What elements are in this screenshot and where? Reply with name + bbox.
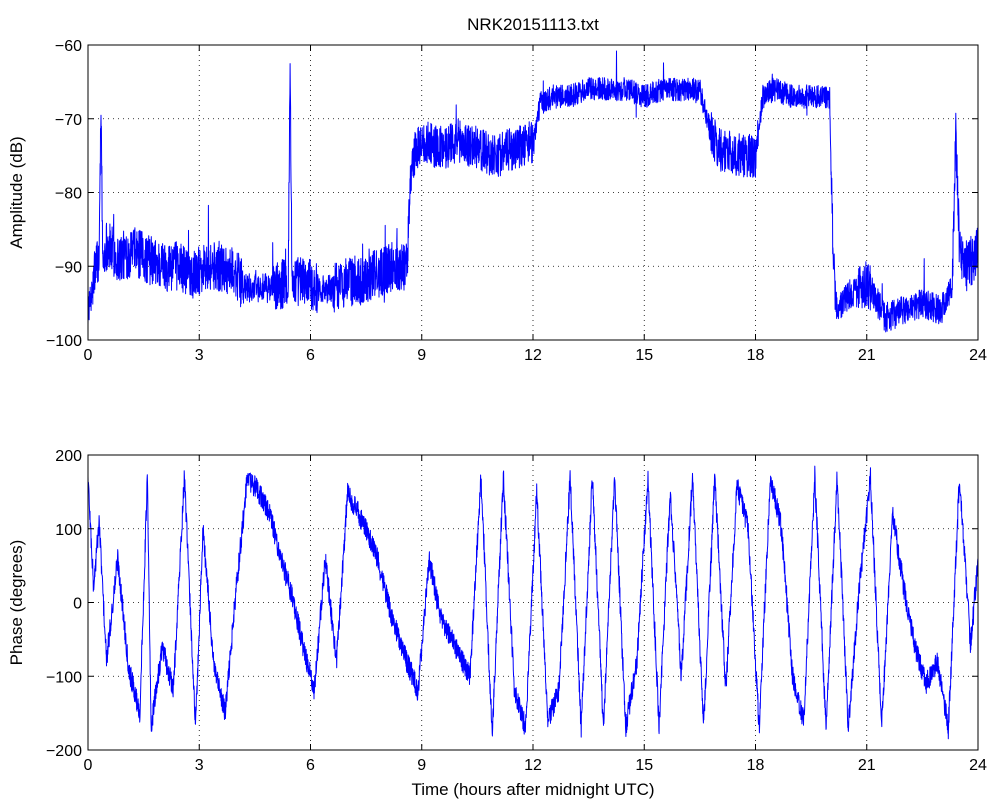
phase-xtick-label: 0 <box>84 757 93 774</box>
amplitude-xtick-label: 12 <box>524 347 542 364</box>
amplitude-data-line <box>87 50 979 333</box>
amplitude-xtick-label: 6 <box>306 347 315 364</box>
amplitude-ytick-label: −70 <box>55 112 82 129</box>
phase-ytick-label: 0 <box>73 596 82 613</box>
amplitude-ytick-label: −60 <box>55 38 82 55</box>
phase-ytick-label: −200 <box>46 743 82 760</box>
phase-ylabel: Phase (degrees) <box>7 540 26 666</box>
phase-ytick-label: 100 <box>55 522 82 539</box>
phase-ytick-label: 200 <box>55 448 82 465</box>
amplitude-xtick-label: 9 <box>417 347 426 364</box>
phase-xtick-label: 15 <box>635 757 653 774</box>
chart-title: NRK20151113.txt <box>467 15 599 34</box>
amplitude-ytick-label: −90 <box>55 259 82 276</box>
phase-xtick-label: 18 <box>747 757 765 774</box>
phase-xtick-label: 12 <box>524 757 542 774</box>
amplitude-xtick-label: 3 <box>195 347 204 364</box>
phase-data-line <box>87 465 979 740</box>
phase-xtick-label: 6 <box>306 757 315 774</box>
amplitude-ytick-label: −80 <box>55 186 82 203</box>
phase-xtick-label: 3 <box>195 757 204 774</box>
amplitude-plot: 0 3 6 9 12 15 18 21 24 −100 −90 −80 −70 −60 Amplitude … <box>7 38 987 364</box>
amplitude-ytick-label: −100 <box>46 333 82 350</box>
amplitude-xtick-label: 0 <box>84 347 93 364</box>
amplitude-xtick-label: 18 <box>747 347 765 364</box>
phase-xtick-label: 24 <box>969 757 987 774</box>
amplitude-xtick-label: 21 <box>858 347 876 364</box>
amplitude-ylabel: Amplitude (dB) <box>7 136 26 248</box>
phase-xtick-label: 21 <box>858 757 876 774</box>
amplitude-xtick-label: 24 <box>969 347 987 364</box>
phase-plot: 0 3 6 9 12 15 18 21 24 −200 −100 0 100 200 Phase (degr… <box>7 448 987 799</box>
phase-xlabel: Time (hours after midnight UTC) <box>411 780 654 799</box>
amplitude-xtick-label: 15 <box>635 347 653 364</box>
phase-xtick-label: 9 <box>417 757 426 774</box>
phase-ytick-label: −100 <box>46 669 82 686</box>
